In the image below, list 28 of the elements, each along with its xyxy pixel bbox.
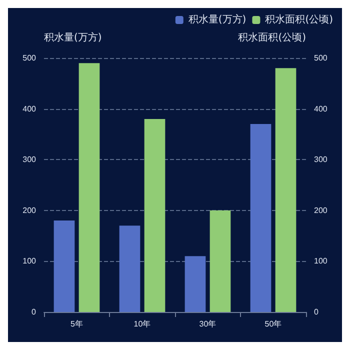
y-axis-title: 积水量(万方) [44,32,102,44]
bar [184,256,206,312]
y2-tick-label: 400 [314,104,328,114]
x-tick-label: 5年 [70,320,83,328]
y2-axis-title: 积水面积(公顷) [238,32,306,44]
y2-tick-label: 100 [314,256,328,266]
bar [275,68,296,312]
x-tick-label: 10年 [134,320,151,328]
y-tick-label: 0 [32,308,37,316]
bar [250,124,272,312]
y-tick-label: 100 [22,256,37,266]
legend-label: 积水量(万方) [188,14,246,26]
y2-tick-label: 0 [314,308,319,316]
x-tick-label: 30年 [199,320,216,328]
x-tick-label: 50年 [264,320,282,328]
y-tick-label: 300 [22,155,37,164]
bar [210,210,231,312]
y-tick-label: 200 [22,206,37,215]
bar [144,118,166,312]
bar [78,63,100,312]
y-tick-label: 400 [22,104,37,114]
y2-tick-label: 200 [314,206,328,215]
y2-tick-label: 300 [314,155,328,164]
bar [119,226,140,312]
bar [54,220,75,312]
legend-label: 积水面积(公顷) [265,14,334,26]
y2-tick-label: 500 [314,54,328,62]
y-tick-label: 500 [22,54,37,62]
